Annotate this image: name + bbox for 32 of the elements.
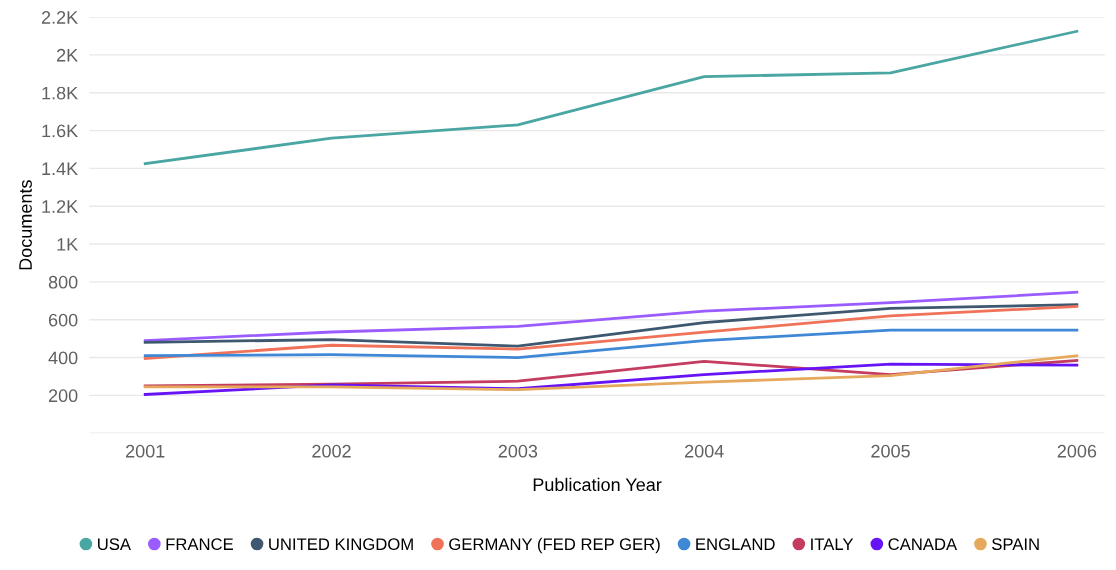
line-series <box>143 290 1079 342</box>
y-tick-label: 600 <box>48 313 78 327</box>
line-series <box>143 328 1079 359</box>
y-tick-label: 200 <box>48 389 78 403</box>
line-series <box>143 305 1079 360</box>
legend-label: UNITED KINGDOM <box>269 538 413 551</box>
legend-label: ITALY <box>811 538 854 550</box>
y-tick-label: 1.2K <box>42 200 78 213</box>
x-tick-label: 2001 <box>126 444 165 458</box>
line-series <box>143 29 1079 166</box>
x-tick-label: 2006 <box>1057 444 1097 458</box>
x-axis-title: Publication Year <box>533 477 662 492</box>
legend-label: ENGLAND <box>696 538 775 551</box>
legend-label: CANADA <box>888 538 958 551</box>
y-axis-title: Documents <box>19 180 32 270</box>
legend-label: FRANCE <box>166 538 233 551</box>
legend-label: SPAIN <box>992 538 1039 551</box>
y-tick-label: 400 <box>48 351 78 365</box>
y-tick-label: 1.4K <box>42 162 78 175</box>
y-tick-label: 2K <box>56 48 78 62</box>
line-series <box>143 303 1079 348</box>
y-tick-label: 1.8K <box>42 86 78 100</box>
x-tick-label: 2002 <box>312 444 351 458</box>
x-tick-label: 2005 <box>871 444 910 458</box>
legend-label: USA <box>98 538 131 551</box>
y-tick-label: 1K <box>57 238 78 251</box>
y-tick-label: 2.2K <box>41 11 78 24</box>
y-tick-label: 1.6K <box>42 124 78 138</box>
x-tick-label: 2004 <box>685 444 724 458</box>
y-tick-label: 800 <box>48 275 78 289</box>
x-tick-label: 2003 <box>498 444 538 458</box>
legend-label: GERMANY (FED REP GER) <box>449 537 660 554</box>
